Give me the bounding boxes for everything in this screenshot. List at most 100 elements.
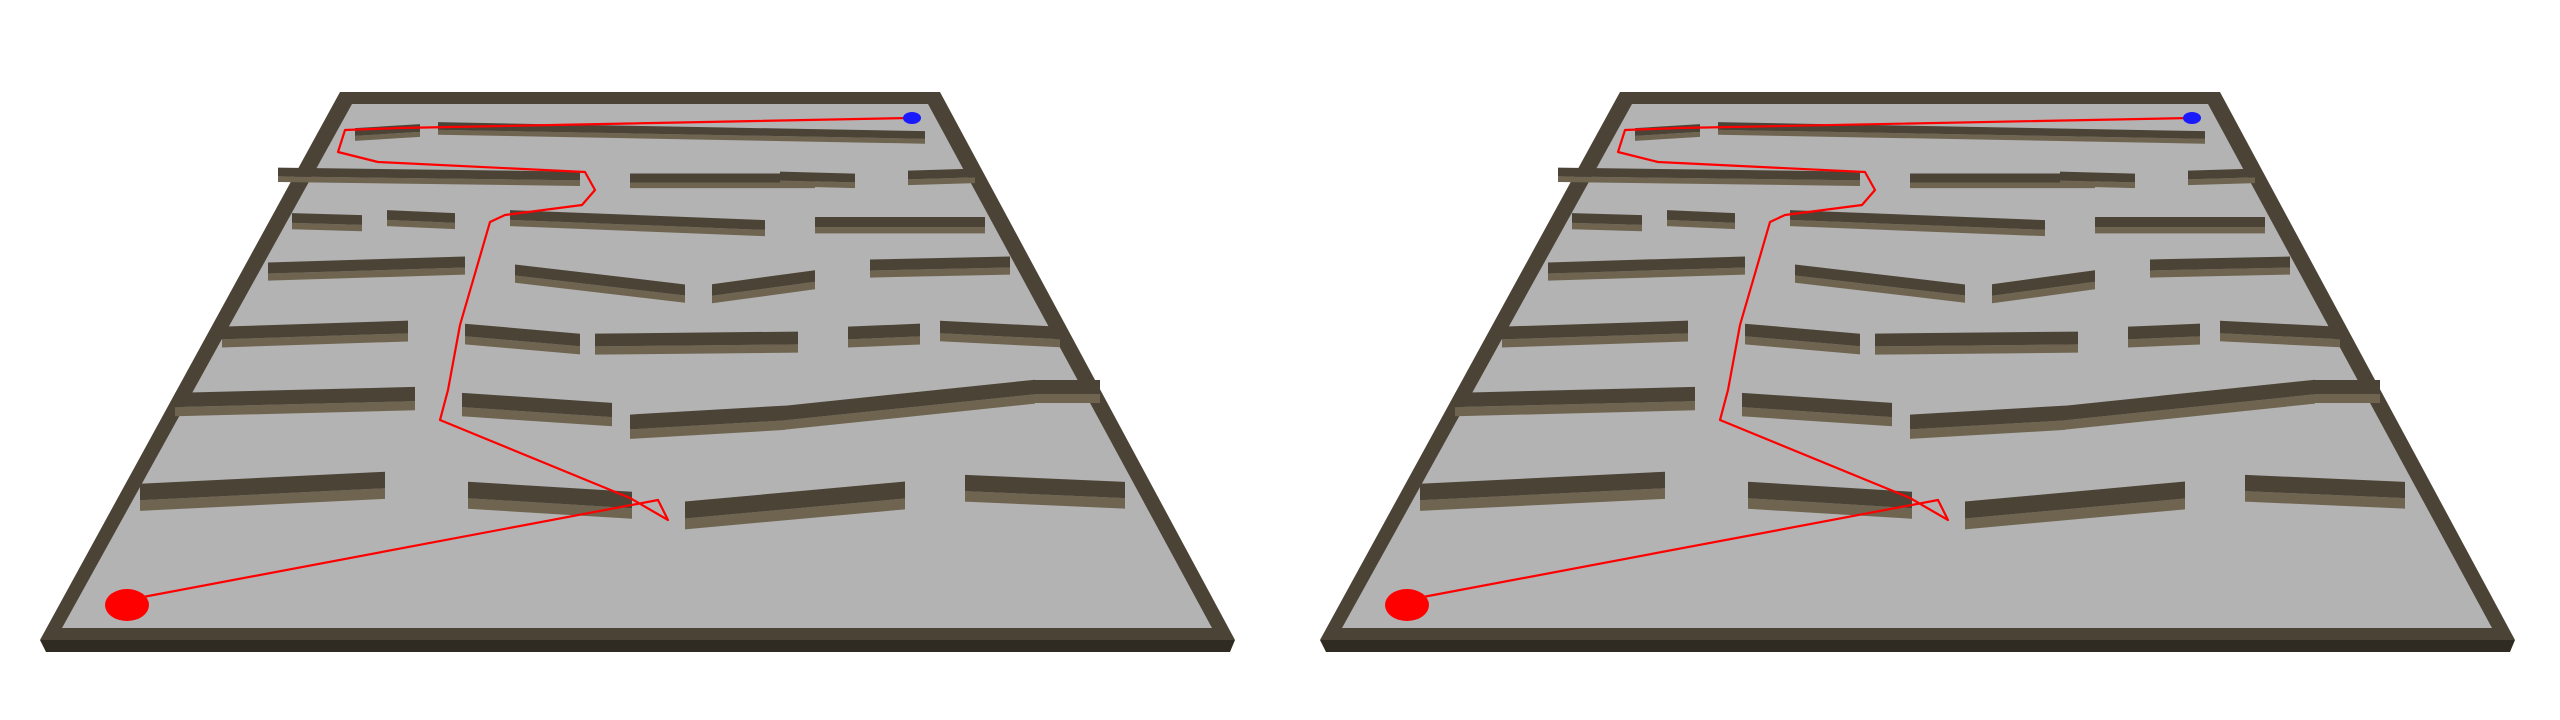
maze-wall-face <box>712 281 815 304</box>
maze-wall-face <box>268 267 465 281</box>
maze-wall-top <box>1502 320 1688 340</box>
start-marker <box>105 589 149 621</box>
maze-wall-face <box>1795 275 1965 303</box>
maze-wall-face <box>2060 180 2135 189</box>
maze-wall-top <box>1572 213 1642 225</box>
maze-wall-face <box>780 180 855 189</box>
maze-wall-face <box>2065 394 2315 430</box>
maze-wall-face <box>1742 407 1892 427</box>
maze-wall-face <box>175 401 415 417</box>
maze-wall-top <box>468 481 632 509</box>
maze-wall-face <box>1875 344 2078 355</box>
maze-wall-top <box>2188 168 2255 180</box>
maze-wall-face <box>1420 488 1665 511</box>
maze-wall-top <box>2150 256 2290 271</box>
maze-wall-face <box>2188 177 2255 186</box>
maze-wall-top <box>1748 481 1912 509</box>
maze-wall-face <box>965 491 1125 509</box>
maze-wall-top <box>595 331 798 347</box>
board-front-edge <box>40 640 1235 652</box>
maze-board-left <box>40 92 1235 652</box>
maze-wall-top <box>2220 320 2340 340</box>
maze-wall-face <box>940 333 1060 348</box>
maze-wall-top <box>1420 471 1665 501</box>
maze-wall-face <box>1502 333 1688 348</box>
maze-wall-face <box>465 336 580 355</box>
maze-wall-face <box>595 344 798 355</box>
maze-wall-face <box>1548 267 1745 281</box>
maze-wall-top <box>1718 122 2205 139</box>
maze-wall-face <box>815 226 985 234</box>
maze-wall-face <box>2220 333 2340 348</box>
maze-wall-top <box>1910 173 2095 183</box>
maze-wall-face <box>292 222 362 232</box>
maze-wall-face <box>630 420 785 439</box>
maze-wall-face <box>2128 336 2200 348</box>
maze-wall-top <box>712 270 815 296</box>
maze-wall-face <box>1572 222 1642 232</box>
maze-wall-top <box>1992 270 2095 296</box>
maze-wall-top <box>1910 405 2065 430</box>
maze-wall-top <box>438 122 925 139</box>
maze-view-right <box>1280 0 2560 720</box>
maze-wall-face <box>510 219 765 237</box>
maze-wall-face <box>515 275 685 303</box>
maze-wall-top <box>685 481 905 519</box>
maze-wall-top <box>1965 481 2185 519</box>
maze-wall-top <box>222 320 408 340</box>
maze-wall-top <box>515 264 685 296</box>
maze-view-left <box>40 92 1235 652</box>
maze-wall-top <box>278 167 580 181</box>
maze-wall-face <box>908 177 975 186</box>
maze-wall-face <box>1667 219 1735 230</box>
maze-wall-top <box>465 323 580 347</box>
maze-wall-top <box>630 173 815 183</box>
maze-wall-top <box>292 213 362 225</box>
maze-wall-top <box>1667 210 1735 223</box>
maze-wall-top <box>965 474 1125 499</box>
maze-wall-face <box>2245 491 2405 509</box>
maze-wall-face <box>355 131 420 141</box>
maze-wall-face <box>2150 267 2290 278</box>
maze-wall-face <box>2315 393 2380 403</box>
maze-walls <box>1420 122 2405 530</box>
maze-wall-top <box>1875 331 2078 347</box>
maze-wall-face <box>1635 131 1700 141</box>
solution-path <box>126 116 911 602</box>
maze-wall-top <box>1035 380 1100 394</box>
maze-wall-top <box>2128 323 2200 340</box>
maze-wall-top <box>780 171 855 183</box>
maze-wall-face <box>1455 401 1695 417</box>
maze-wall-top <box>1745 323 1860 347</box>
goal-marker <box>2183 112 2201 124</box>
maze-wall-top <box>1795 264 1965 296</box>
maze-wall-top <box>630 405 785 430</box>
maze-wall-top <box>1790 210 2045 230</box>
maze-wall-top <box>1742 392 1892 418</box>
maze-wall-top <box>140 471 385 501</box>
maze-wall-face <box>2095 226 2265 234</box>
maze-wall-face <box>1790 219 2045 237</box>
maze-wall-top <box>462 392 612 418</box>
maze-wall-top <box>1548 256 1745 274</box>
start-marker <box>1385 589 1429 621</box>
maze-wall-top <box>1558 167 1860 181</box>
maze-wall-face <box>462 407 612 427</box>
maze-wall-top <box>175 386 415 408</box>
maze-wall-face <box>222 333 408 348</box>
maze-wall-face <box>1910 182 2095 189</box>
maze-wall-top <box>2060 171 2135 183</box>
maze-wall-face <box>1745 336 1860 355</box>
maze-wall-top <box>387 210 455 223</box>
maze-wall-top <box>2245 474 2405 499</box>
maze-wall-face <box>278 176 580 186</box>
maze-wall-face <box>1558 176 1860 186</box>
maze-wall-face <box>1910 420 2065 439</box>
maze-wall-top <box>1455 386 1695 408</box>
maze-wall-face <box>387 219 455 230</box>
maze-board-right <box>1320 92 2515 652</box>
goal-marker <box>903 112 921 124</box>
maze-wall-face <box>438 129 925 144</box>
maze-wall-face <box>870 267 1010 278</box>
